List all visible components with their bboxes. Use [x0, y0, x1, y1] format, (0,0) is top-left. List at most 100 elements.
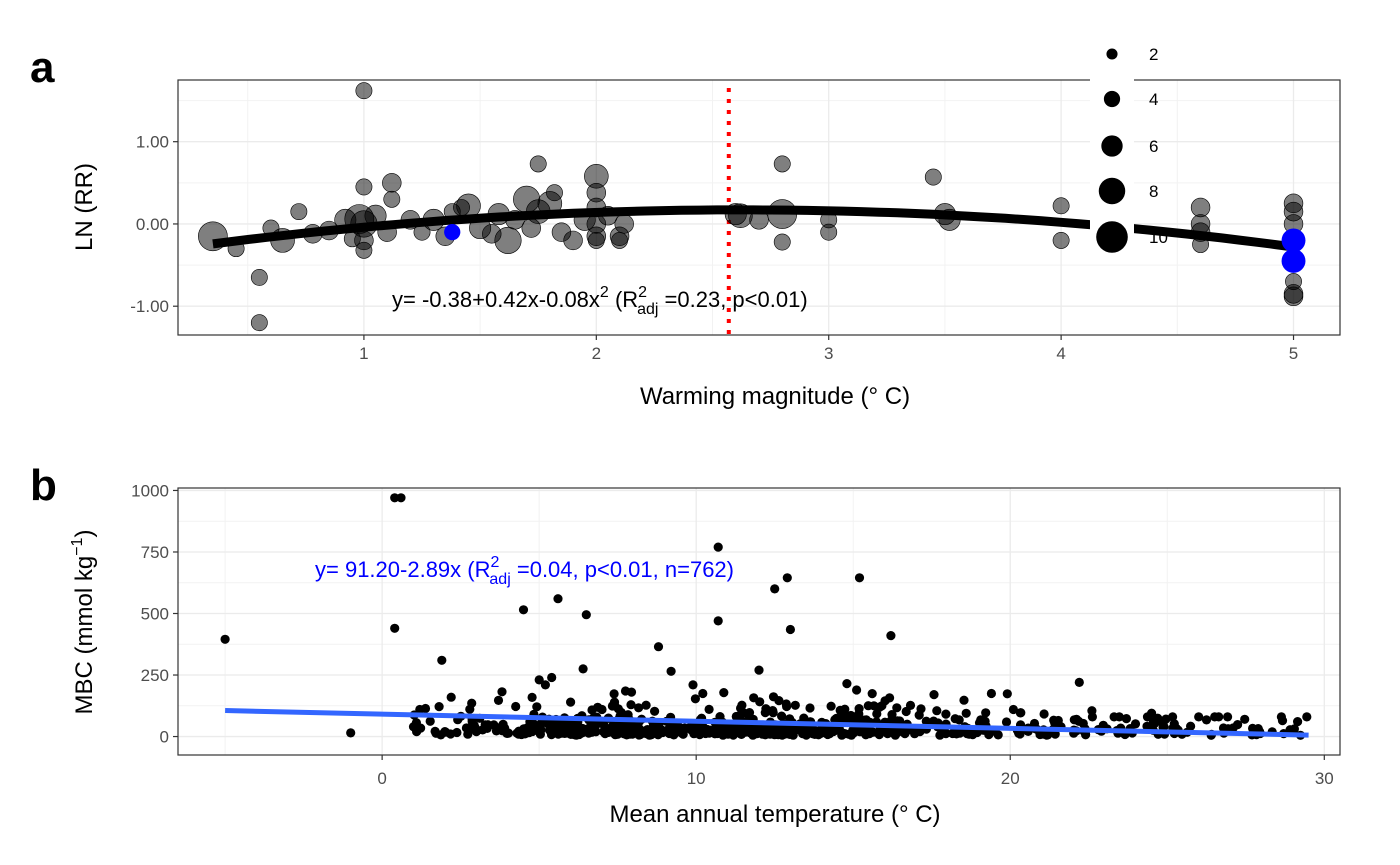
data-point [790, 700, 800, 710]
data-point [1001, 717, 1012, 727]
data-point [587, 231, 605, 249]
data-point [535, 729, 546, 739]
eq-a-rest: =0.23, p<0.01) [658, 287, 807, 312]
data-point [1169, 719, 1179, 729]
data-point [854, 709, 864, 719]
data-point [551, 728, 561, 738]
data-point [220, 634, 230, 644]
data-point [872, 709, 882, 719]
y-tick-label: 1000 [131, 481, 169, 500]
data-point [383, 190, 401, 208]
data-point [471, 727, 481, 737]
data-point [431, 728, 441, 738]
y-ticks-a: -1.00 0.00 1.00 [130, 133, 178, 316]
x-tick-label: 30 [1315, 769, 1334, 788]
data-point [769, 723, 779, 734]
data-point [880, 696, 890, 706]
eq-a-sup: 2 [638, 284, 647, 301]
data-point [493, 695, 504, 706]
data-point [600, 729, 610, 739]
data-point [1074, 716, 1084, 726]
data-point [832, 725, 842, 735]
data-point [440, 727, 450, 737]
y-axis-title-b-sup: −1 [69, 537, 86, 555]
data-point [1008, 704, 1019, 715]
data-point [1201, 715, 1212, 725]
data-point [1121, 714, 1131, 724]
x-tick-label: 20 [1001, 769, 1020, 788]
data-point [425, 716, 435, 726]
data-point [713, 542, 723, 552]
data-point [1158, 718, 1168, 728]
data-point [1210, 712, 1220, 722]
equation-a: y= -0.38+0.42x-0.08x2 (R2 adj =0.23, p<0.… [392, 284, 808, 318]
data-point [921, 716, 931, 726]
data-point [452, 727, 462, 738]
data-point [653, 642, 664, 652]
data-point [511, 701, 521, 712]
y-axis-title-b-close: ) [71, 530, 98, 538]
data-point [820, 223, 838, 241]
data-point [1098, 720, 1108, 730]
data-point [941, 709, 951, 719]
data-point [842, 679, 852, 689]
data-point [355, 178, 373, 196]
data-point [566, 697, 576, 707]
data-point [546, 184, 563, 202]
x-ticks-a: 1 2 3 4 5 [359, 335, 1298, 363]
data-point [704, 704, 714, 715]
data-point [826, 701, 836, 711]
data-point [494, 226, 522, 254]
panel-border-b [177, 487, 1341, 756]
data-point [887, 710, 897, 720]
data-point [446, 692, 456, 702]
data-point [875, 702, 885, 712]
data-point [1148, 717, 1159, 727]
data-point [1039, 709, 1049, 719]
data-point [532, 702, 542, 712]
data-point [785, 624, 796, 635]
highlight-points [444, 224, 1306, 273]
data-point [529, 155, 547, 173]
legend-key [1101, 135, 1123, 157]
data-point [518, 605, 529, 615]
data-point [697, 725, 707, 735]
eq-b-sub: adj [489, 571, 510, 588]
data-point [626, 687, 637, 697]
eq-a-prefix: y= -0.38+0.42x-0.08x [392, 287, 600, 312]
highlight-point [1281, 249, 1306, 273]
data-point [396, 493, 406, 503]
data-point [1002, 689, 1012, 699]
data-point [597, 704, 607, 715]
data-point [892, 703, 902, 713]
legend-key [1106, 48, 1118, 60]
data-point [839, 710, 849, 720]
data-point [1283, 286, 1304, 307]
data-point [776, 723, 786, 733]
data-point [434, 702, 444, 712]
y-axis-title-a: LN (RR) [71, 163, 98, 251]
legend-key [1096, 221, 1128, 253]
legend-label: 4 [1149, 90, 1158, 109]
data-point [929, 690, 939, 700]
size-legend: 2 4 6 8 10 [1090, 36, 1168, 256]
y-tick-label: 500 [141, 605, 169, 624]
data-point [415, 704, 425, 715]
data-point [1186, 721, 1196, 731]
data-point [755, 697, 765, 707]
data-point [993, 730, 1003, 740]
panel-label-b: b [30, 461, 57, 510]
data-point [890, 730, 900, 740]
data-point [723, 729, 733, 739]
x-tick-label: 1 [359, 344, 368, 363]
data-point [754, 665, 764, 675]
y-ticks-b: 0 250 500 750 1000 [131, 481, 178, 747]
data-point [924, 168, 942, 186]
data-point [355, 82, 373, 100]
data-point [863, 701, 873, 711]
legend-key [1098, 177, 1126, 205]
data-point [959, 695, 969, 705]
data-point [250, 268, 268, 286]
data-point [626, 700, 636, 710]
